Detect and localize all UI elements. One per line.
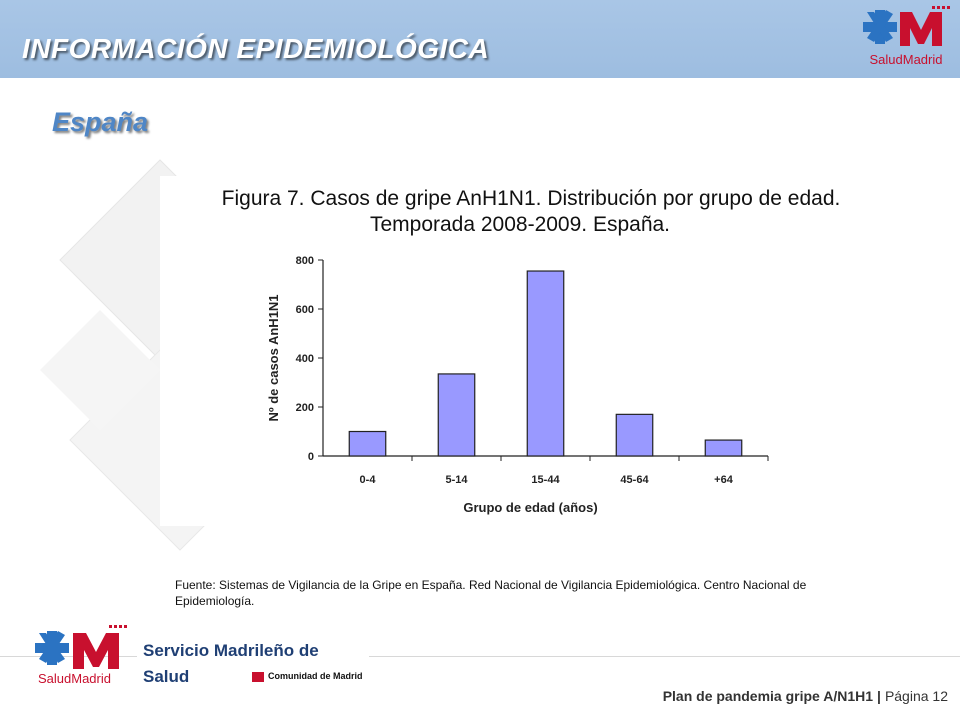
y-tick-label: 0	[308, 451, 314, 463]
bar	[526, 270, 565, 457]
brand-madrid: Madrid	[902, 52, 943, 67]
y-tick-label: 200	[296, 402, 314, 414]
figure-title: Figura 7. Casos de gripe AnH1N1. Distrib…	[160, 186, 880, 238]
x-tick-label: 5-14	[445, 474, 468, 486]
x-tick-label: +64	[714, 474, 734, 486]
footer-brand-wordmark: SaludMadrid	[38, 671, 111, 686]
comunidad-flag-icon	[252, 672, 264, 682]
bar	[348, 430, 387, 457]
footer-brand-salud: Salud	[38, 671, 72, 686]
brand-wordmark: SaludMadrid	[860, 52, 952, 67]
brand-salud: Salud	[869, 52, 903, 67]
header-band: INFORMACIÓN EPIDEMIOLÓGICA SaludMadrid	[0, 0, 960, 78]
plan-label: Plan de pandemia gripe A/N1H1	[662, 688, 874, 704]
bar	[615, 413, 654, 457]
page-footer: Plan de pandemia gripe A/N1H1 | Página 12	[663, 688, 948, 704]
figure-panel: Figura 7. Casos de gripe AnH1N1. Distrib…	[160, 176, 880, 526]
organization-name: Servicio Madrileño de Salud	[137, 638, 369, 686]
salud-madrid-logo: SaludMadrid	[860, 6, 952, 72]
page-title: INFORMACIÓN EPIDEMIOLÓGICA	[22, 33, 490, 64]
page-number: Página 12	[884, 688, 948, 704]
footer-logo	[33, 625, 133, 689]
bar-chart: 0 200 400 600 800 0-4 5-14 15-44 45-64 +64 Grupo d…	[266, 255, 769, 515]
x-tick-label: 15-44	[531, 474, 560, 486]
salud-madrid-logo-icon	[863, 6, 950, 46]
figure-title-line-2: Temporada 2008-2009. España.	[369, 213, 671, 236]
x-tick-label: 0-4	[360, 474, 377, 486]
y-axis-title: Nº de casos AnH1N1	[266, 294, 281, 421]
x-axis-title: Grupo de edad (años)	[463, 500, 597, 515]
y-tick-label: 600	[296, 304, 314, 316]
x-tick-label: 45-64	[620, 474, 649, 486]
bar	[704, 439, 743, 457]
y-tick-label: 800	[296, 255, 314, 267]
footer-logo-icon	[35, 625, 127, 669]
y-tick-label: 400	[296, 353, 314, 365]
footer-divider	[0, 656, 960, 657]
footer-separator: |	[877, 688, 881, 704]
source-caption: Fuente: Sistemas de Vigilancia de la Gri…	[175, 578, 807, 608]
bar	[437, 373, 476, 457]
figure-title-line-1: Figura 7. Casos de gripe AnH1N1. Distrib…	[221, 187, 841, 210]
footer-brand-madrid: Madrid	[71, 671, 111, 686]
section-subtitle: España	[52, 107, 149, 137]
comunidad-label: Comunidad de Madrid	[268, 671, 363, 681]
